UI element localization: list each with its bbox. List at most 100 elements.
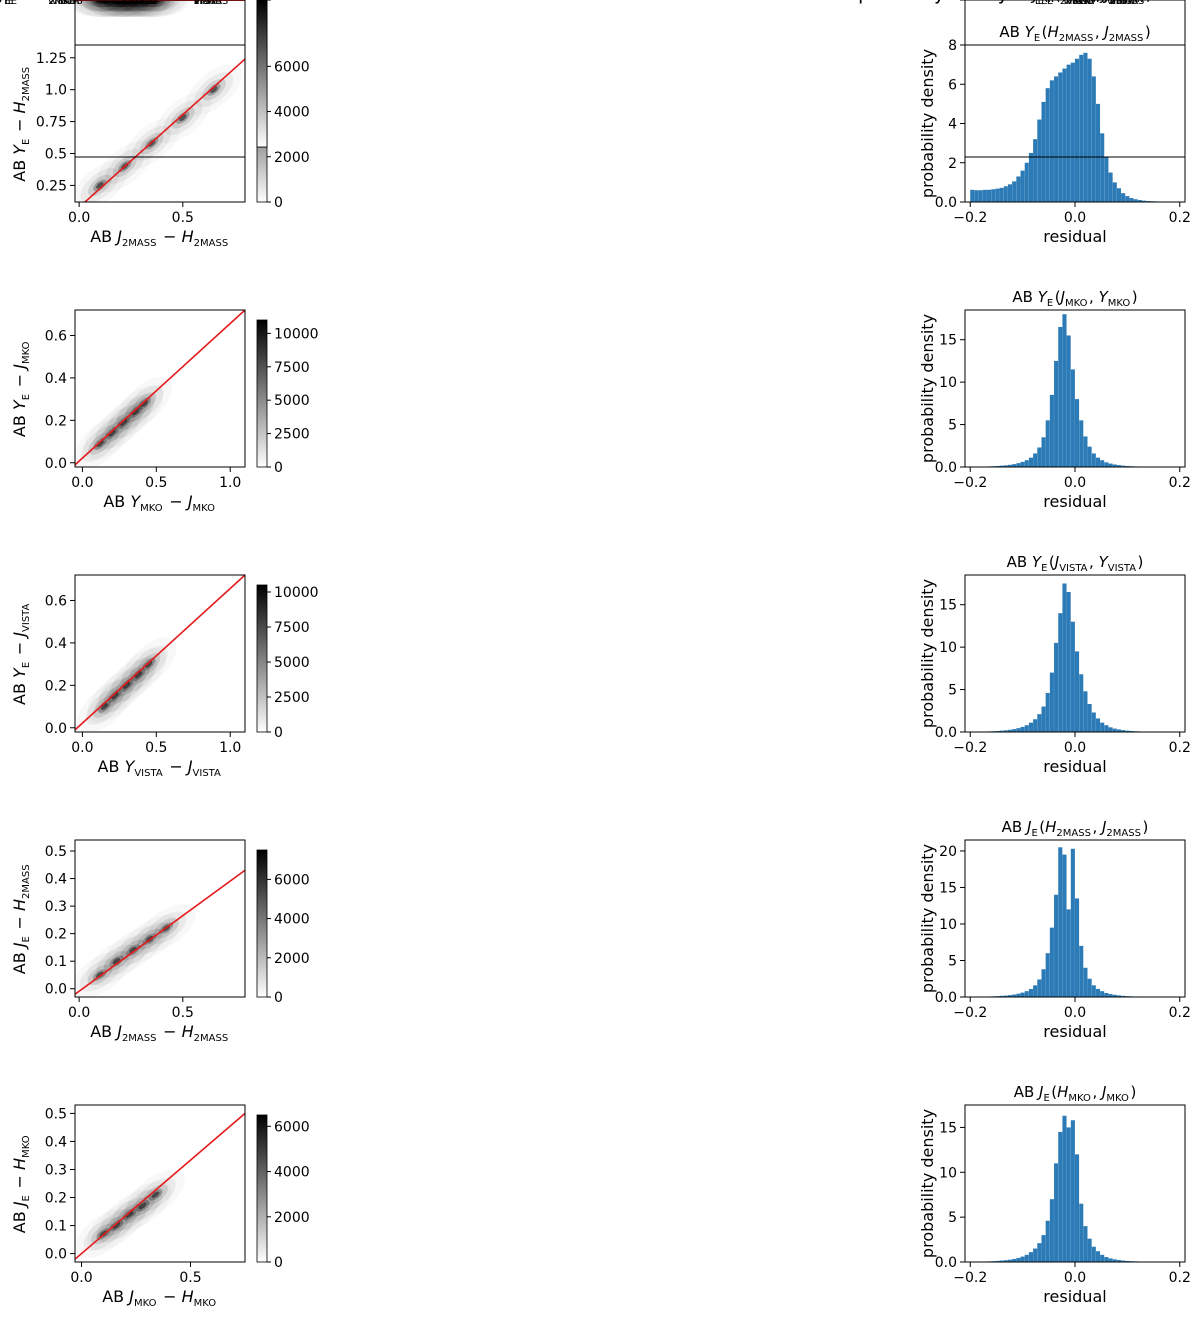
panel-5-xlabel-minus: − <box>164 757 188 776</box>
panel-9: 0.0 0.50.00.10.20.30.40.5AB JMKO − HMKO A… <box>10 1104 310 1309</box>
panel-8-title-arg-1-subscript: 2MASS <box>1106 828 1141 839</box>
panel-18-title-func-subscript: E <box>1041 0 1047 7</box>
panel-6-bar-11 <box>1016 728 1021 732</box>
panel-4-bar-25 <box>1075 399 1080 467</box>
panel-13-colorbar-tick-label: 2000 <box>274 0 310 4</box>
panel-3-ylabel: AB YE − JMKO <box>10 340 32 437</box>
panel-8-bar-30 <box>1095 988 1101 997</box>
panel-16-xtick-label: 0.2 <box>1169 0 1191 4</box>
panel-10-bar-27 <box>1083 1226 1088 1262</box>
panel-6-bar-23 <box>1066 591 1071 732</box>
panel-12-xtick-label: −0.2 <box>953 0 987 4</box>
panel-6-bar-6 <box>995 730 1000 732</box>
panel-17-density-blob-0-1 <box>79 0 127 12</box>
panel-16-title-arg-1-subscript: MKO <box>1110 0 1133 7</box>
panel-11-xlabel-term-b-var: H <box>182 0 194 4</box>
panel-14-title-arg-1-subscript: 2MASS <box>1110 0 1145 7</box>
panel-1-ylabel-minus: − <box>10 113 29 137</box>
panel-12-xtick-label: 0.0 <box>1064 0 1086 4</box>
panel-7-xlabel-term-a-var: J <box>114 1022 122 1041</box>
panel-13-ylabel-term-a-var: H <box>0 0 5 4</box>
panel-2-bar-1 <box>974 190 979 202</box>
panel-5-plot-area <box>75 575 245 731</box>
panel-16-xlabel: residual <box>1043 0 1106 4</box>
panel-3-density-blob-2-4 <box>120 418 128 426</box>
panel-6-title-func-subscript: E <box>1041 563 1047 574</box>
panel-18-xlabel: residual <box>1043 0 1106 4</box>
panel-2-title-prefix: AB <box>999 23 1024 41</box>
panel-6-bar-25 <box>1075 651 1080 732</box>
panel-9-colorbar <box>256 1114 268 1263</box>
panel-3-density-blob-0-1 <box>81 425 120 462</box>
panel-3-ylabel-minus: − <box>10 369 29 393</box>
panel-7-frame <box>74 839 246 998</box>
panel-1-density-blob-4-2 <box>201 78 226 101</box>
panel-8-bar-12 <box>1020 992 1025 997</box>
panel-4-bar-17 <box>1041 437 1046 467</box>
panel-5-density-blob-1-1 <box>96 677 134 715</box>
panel-4-bar-13 <box>1024 460 1029 467</box>
panel-15-ylabel-term-a-var: H <box>0 0 11 4</box>
panel-17-ylabel: AB HE − HVISTA <box>0 0 81 7</box>
panel-17-frame <box>74 0 246 158</box>
panel-8-bar-20 <box>1054 894 1059 997</box>
panel-8-bar-8 <box>1003 995 1008 997</box>
panel-3-xlabel-term-a-var: Y <box>130 492 141 511</box>
panel-8: −0.2 0.0 0.20.05101520residualprobability … <box>918 818 1191 1041</box>
panel-10-bar-24 <box>1070 1120 1075 1262</box>
panel-3-ylabel-term-a-subscript: E <box>21 394 32 400</box>
panel-10-bar-13 <box>1024 1254 1029 1262</box>
panel-2-bar-15 <box>1033 139 1038 202</box>
panel-9-ytick-label: 0.2 <box>45 1191 67 1207</box>
panel-6-title-func-var: Y <box>1032 553 1043 571</box>
panel-15-plot-area <box>75 0 245 12</box>
panel-11-ylabel-term-a-subscript: E <box>4 0 10 7</box>
panel-7-ylabel-term-a-subscript: E <box>21 936 32 942</box>
panel-9-density-blob-1-3 <box>109 1219 124 1232</box>
panel-2-bar-5 <box>991 189 996 202</box>
panel-10-bar-21 <box>1058 1131 1063 1262</box>
panel-14-ylabel: probability density <box>858 0 1007 4</box>
panel-6-bar-37 <box>1125 730 1130 732</box>
panel-10-title-func-subscript: E <box>1043 1093 1049 1104</box>
panel-5-density-blob-4-2 <box>137 652 161 676</box>
panel-7-density-blob-1-4 <box>112 958 121 965</box>
panel-14-title-arg-0-subscript: 2MASS <box>1060 0 1095 7</box>
panel-9-ytick-label: 0.4 <box>45 1134 67 1150</box>
panel-2-bar-3 <box>982 189 987 202</box>
panel-2-bar-30 <box>1095 103 1101 202</box>
panel-9-density-blob-4-3 <box>148 1188 163 1201</box>
panel-6-bar-29 <box>1091 712 1096 732</box>
panel-2-bar-26 <box>1079 54 1084 202</box>
panel-6-bar-32 <box>1104 725 1109 732</box>
panel-3-density-blob-2-1 <box>104 404 143 441</box>
panel-7-xlabel: AB J2MASS − H2MASS <box>90 1022 230 1044</box>
panel-9-density-blob-2-1 <box>109 1197 150 1232</box>
panel-7-xlabel-prefix: AB <box>90 1022 117 1041</box>
panel-4-bar-27 <box>1083 436 1088 467</box>
panel-3-density-blob-1-4 <box>108 429 116 437</box>
panel-10-bar-25 <box>1075 1154 1080 1262</box>
panel-4-bar-15 <box>1033 453 1038 467</box>
panel-3-density-blob-4-1 <box>125 385 164 422</box>
panel-4-bar-18 <box>1045 420 1050 467</box>
panel-11-xlabel-minus: − <box>158 0 182 4</box>
panel-5-density-blob-0-1 <box>85 688 124 725</box>
panel-1-ylabel-prefix: AB <box>10 155 29 182</box>
panel-12-title-close: ) <box>1136 0 1142 4</box>
panel-8-bar-36 <box>1121 995 1126 997</box>
panel-6-bar-34 <box>1112 728 1117 732</box>
panel-2-xtick-label: −0.2 <box>953 210 987 226</box>
panel-4-ylabel: probability density <box>918 314 937 463</box>
panel-2-bar-9 <box>1007 184 1013 202</box>
panel-13-xlabel-prefix: AB <box>90 0 117 4</box>
panel-2-bar-12 <box>1020 170 1025 202</box>
panel-3-xlabel-term-a-subscript: MKO <box>140 503 163 514</box>
panel-10-bar-18 <box>1045 1220 1050 1262</box>
panel-6-bar-21 <box>1058 613 1063 732</box>
panel-4-title: AB YE (JMKO , YMKO ) <box>1012 288 1137 309</box>
panel-3-plot-area <box>75 310 245 466</box>
panel-5-ylabel-term-b-subscript: VISTA <box>21 603 32 631</box>
panel-11-density-blob-3-1 <box>119 0 166 12</box>
